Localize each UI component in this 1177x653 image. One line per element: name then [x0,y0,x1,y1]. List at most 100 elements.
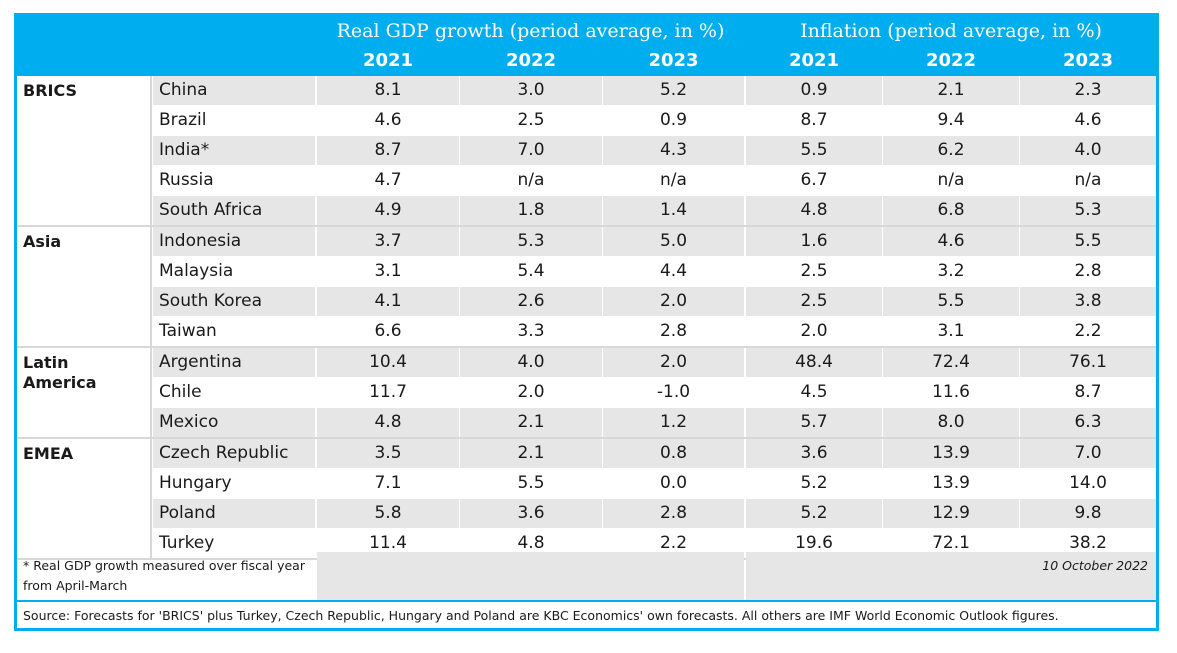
country-name: India* [153,136,315,165]
inflation-value: 4.5 [800,382,828,402]
footer-date-cell: 10 October 2022 [746,552,1156,600]
inflation-value: 3.1 [937,321,965,341]
gdp-value: 5.3 [460,227,602,256]
inflation-value: 5.2 [800,473,828,493]
inflation-value: 5.5 [1020,227,1156,256]
inflation-value: 3.6 [746,439,882,468]
inflation-value: 5.3 [1020,196,1156,225]
gdp-value: 4.4 [659,261,688,281]
gdp-value: 8.1 [317,76,459,105]
inflation-value: 3.2 [937,261,965,281]
country-name: Chile [159,382,202,402]
table-row: Indonesia 3.7 5.3 5.0 1.6 4.6 5.5 [153,227,1156,257]
gdp-value: 0.0 [659,473,688,493]
gdp-value: 2.8 [659,321,688,341]
gdp-value: 4.8 [317,408,459,437]
inflation-value: 5.5 [883,287,1019,316]
inflation-value: 5.2 [746,499,882,528]
inflation-value: 1.6 [746,227,882,256]
table-row: Brazil 4.6 2.5 0.9 8.7 9.4 4.6 [153,106,1156,136]
table-header: Real GDP growth (period average, in %) I… [17,16,1156,76]
table-footer: * Real GDP growth measured over fiscal y… [17,552,1156,600]
country-name: Poland [153,499,315,528]
table-row: China 8.1 3.0 5.2 0.9 2.1 2.3 [153,76,1156,106]
table-row: Turkey 11.4 4.8 2.2 19.6 72.1 38.2 [153,529,1156,559]
inflation-value: 2.1 [883,76,1019,105]
inflation-value: 76.1 [1020,348,1156,377]
gdp-value: 3.1 [374,261,402,281]
gdp-value: 5.2 [603,76,744,105]
inflation-value: 7.0 [1020,439,1156,468]
gdp-value: 7.1 [374,473,402,493]
country-name: Taiwan [159,321,217,341]
gdp-value: 0.8 [603,439,744,468]
year-header: 2023 [648,50,699,71]
inflation-value: 2.5 [746,287,882,316]
gdp-value: 2.0 [517,382,545,402]
inflation-value: 8.7 [1074,382,1102,402]
region-group: Latin America Argentina 10.4 4.0 2.0 48.4 72.4… [17,348,1156,439]
inflation-value: 8.7 [800,110,828,130]
gdp-value: 1.4 [603,196,744,225]
inflation-value: 2.5 [800,261,828,281]
inflation-value: 12.9 [883,499,1019,528]
gdp-value: 4.9 [317,196,459,225]
inflation-value: 6.3 [1020,408,1156,437]
gdp-value: 4.7 [374,170,402,190]
gdp-header-title: Real GDP growth (period average, in %) [336,20,725,42]
inflation-value: 4.0 [1020,136,1156,165]
inflation-value: 2.8 [1074,261,1102,281]
inflation-value: 2.3 [1020,76,1156,105]
gdp-value: 6.6 [374,321,402,341]
table-row: India* 8.7 7.0 4.3 5.5 6.2 4.0 [153,136,1156,166]
footnote: * Real GDP growth measured over fiscal y… [23,558,305,593]
inflation-value: 13.9 [883,439,1019,468]
inflation-value: 6.7 [800,170,828,190]
gdp-value: 3.0 [460,76,602,105]
table-row: Hungary 7.1 5.5 0.0 5.2 13.9 14.0 [153,469,1156,499]
column-divider [150,348,152,438]
column-divider [150,439,152,559]
gdp-value: n/a [517,170,545,190]
gdp-value: 3.5 [317,439,459,468]
gdp-value: 4.3 [603,136,744,165]
inflation-value: 11.6 [932,382,970,402]
gdp-value: 2.0 [603,348,744,377]
gdp-value: 2.1 [460,439,602,468]
country-name: Mexico [153,408,315,437]
country-name: China [153,76,315,105]
gdp-value: 4.0 [460,348,602,377]
country-name: Argentina [153,348,315,377]
gdp-value: 2.8 [603,499,744,528]
inflation-value: 13.9 [932,473,970,493]
region-label: EMEA [23,444,74,463]
table-row: Argentina 10.4 4.0 2.0 48.4 72.4 76.1 [153,348,1156,378]
table-row: Czech Republic 3.5 2.1 0.8 3.6 13.9 7.0 [153,439,1156,469]
inflation-value: 5.7 [746,408,882,437]
inflation-value: 2.2 [1074,321,1102,341]
inflation-value: 48.4 [746,348,882,377]
gdp-value: 3.3 [517,321,545,341]
inflation-value: 9.4 [937,110,965,130]
gdp-value: 10.4 [317,348,459,377]
table-row: Russia 4.7 n/a n/a 6.7 n/a n/a [153,166,1156,196]
table-row: Malaysia 3.1 5.4 4.4 2.5 3.2 2.8 [153,257,1156,287]
inflation-value: 19.6 [795,533,833,553]
inflation-value: 2.0 [800,321,828,341]
group-divider [17,346,1156,348]
country-name: Turkey [159,533,215,553]
table-row: Poland 5.8 3.6 2.8 5.2 12.9 9.8 [153,499,1156,529]
gdp-value: 5.5 [517,473,545,493]
country-name: Czech Republic [153,439,315,468]
country-name: South Africa [153,196,315,225]
gdp-value: 2.0 [603,287,744,316]
region-group: Asia Indonesia 3.7 5.3 5.0 1.6 4.6 5.5 Malaysia 3… [17,227,1156,348]
gdp-value: 5.8 [317,499,459,528]
gdp-value: 3.7 [317,227,459,256]
column-divider [150,227,152,347]
gdp-value: 5.4 [517,261,545,281]
footer-spacer [317,552,744,600]
gdp-value: 8.7 [317,136,459,165]
inflation-value: 4.6 [883,227,1019,256]
year-header: 2021 [362,50,414,71]
